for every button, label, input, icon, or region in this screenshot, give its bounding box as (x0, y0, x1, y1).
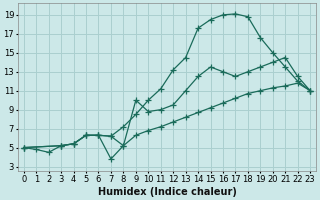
X-axis label: Humidex (Indice chaleur): Humidex (Indice chaleur) (98, 187, 236, 197)
